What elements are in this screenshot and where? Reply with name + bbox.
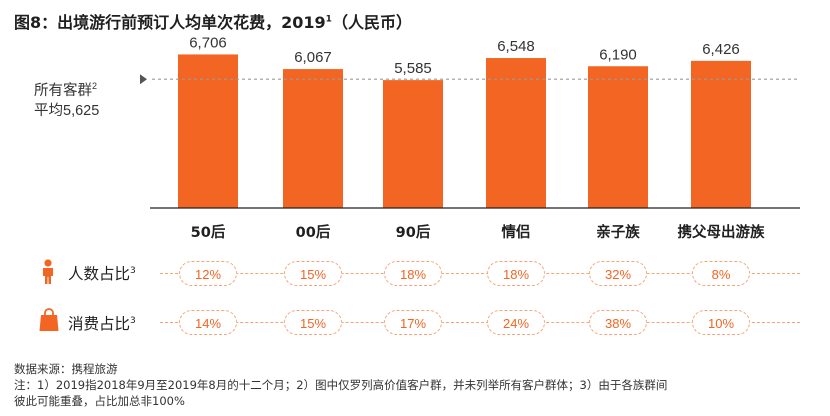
people-share-label: 人数占比3 [68,265,136,283]
people-share-pill-2: 18% [384,261,442,286]
bar-4 [588,66,648,209]
category-label-5: 携父母出游族 [678,223,765,241]
bar-3 [486,58,546,209]
category-label-0: 50后 [191,224,226,241]
value-label-4: 6,190 [599,46,637,63]
category-label-2: 90后 [396,224,431,241]
spend-row-dashes [160,322,800,323]
person-icon [43,259,53,284]
bar-5 [691,60,751,208]
people-share-pill-5: 8% [692,261,750,286]
spend-share-label: 消费占比3 [68,315,136,333]
footer-source: 数据来源：携程旅游 [14,362,118,376]
shopping-bag-icon [39,308,59,331]
average-label: 所有客群2 平均5,625 [34,81,100,119]
value-label-3: 6,548 [497,38,535,55]
bar-2 [383,80,443,208]
value-label-2: 5,585 [394,60,432,77]
average-marker-icon [140,74,147,85]
footer-note-line1: 注：1）2019指2018年9月至2019年8月的十二个月；2）图中仅罗列高价值… [14,378,668,392]
spend-share-pill-5: 10% [692,310,750,335]
value-label-0: 6,706 [189,34,227,51]
bar-chart: 6,706 6,067 5,585 6,548 6,190 6,426 50后 00后 90后… [140,34,800,241]
category-label-4: 亲子族 [596,223,640,241]
spend-share-pill-1: 15% [284,310,342,335]
spend-share-pill-3: 24% [487,310,545,335]
people-share-pill-1: 15% [284,261,342,286]
chart-title: 图8：出境游行前预订人均单次花费，20191（人民币） [14,13,412,32]
spend-share-pill-2: 17% [384,310,442,335]
people-share-pill-4: 32% [589,261,647,286]
category-label-3: 情侣 [502,223,531,241]
category-label-1: 00后 [296,224,331,241]
category-labels: 50后 00后 90后 情侣 亲子族 携父母出游族 [191,223,765,241]
people-share-pill-3: 18% [487,261,545,286]
people-share-pill-0: 12% [179,261,237,286]
people-row-dashes [160,273,800,274]
footer-note-line2: 彼此可能重叠，占比加总非100% [14,394,185,408]
spend-share-pill-0: 14% [179,310,237,335]
bar-0 [178,54,238,208]
bars [178,54,751,209]
bar-1 [283,69,343,208]
value-label-5: 6,426 [702,41,740,58]
value-label-1: 6,067 [294,49,332,66]
spend-share-pill-4: 38% [589,310,647,335]
value-labels: 6,706 6,067 5,585 6,548 6,190 6,426 [189,34,740,77]
